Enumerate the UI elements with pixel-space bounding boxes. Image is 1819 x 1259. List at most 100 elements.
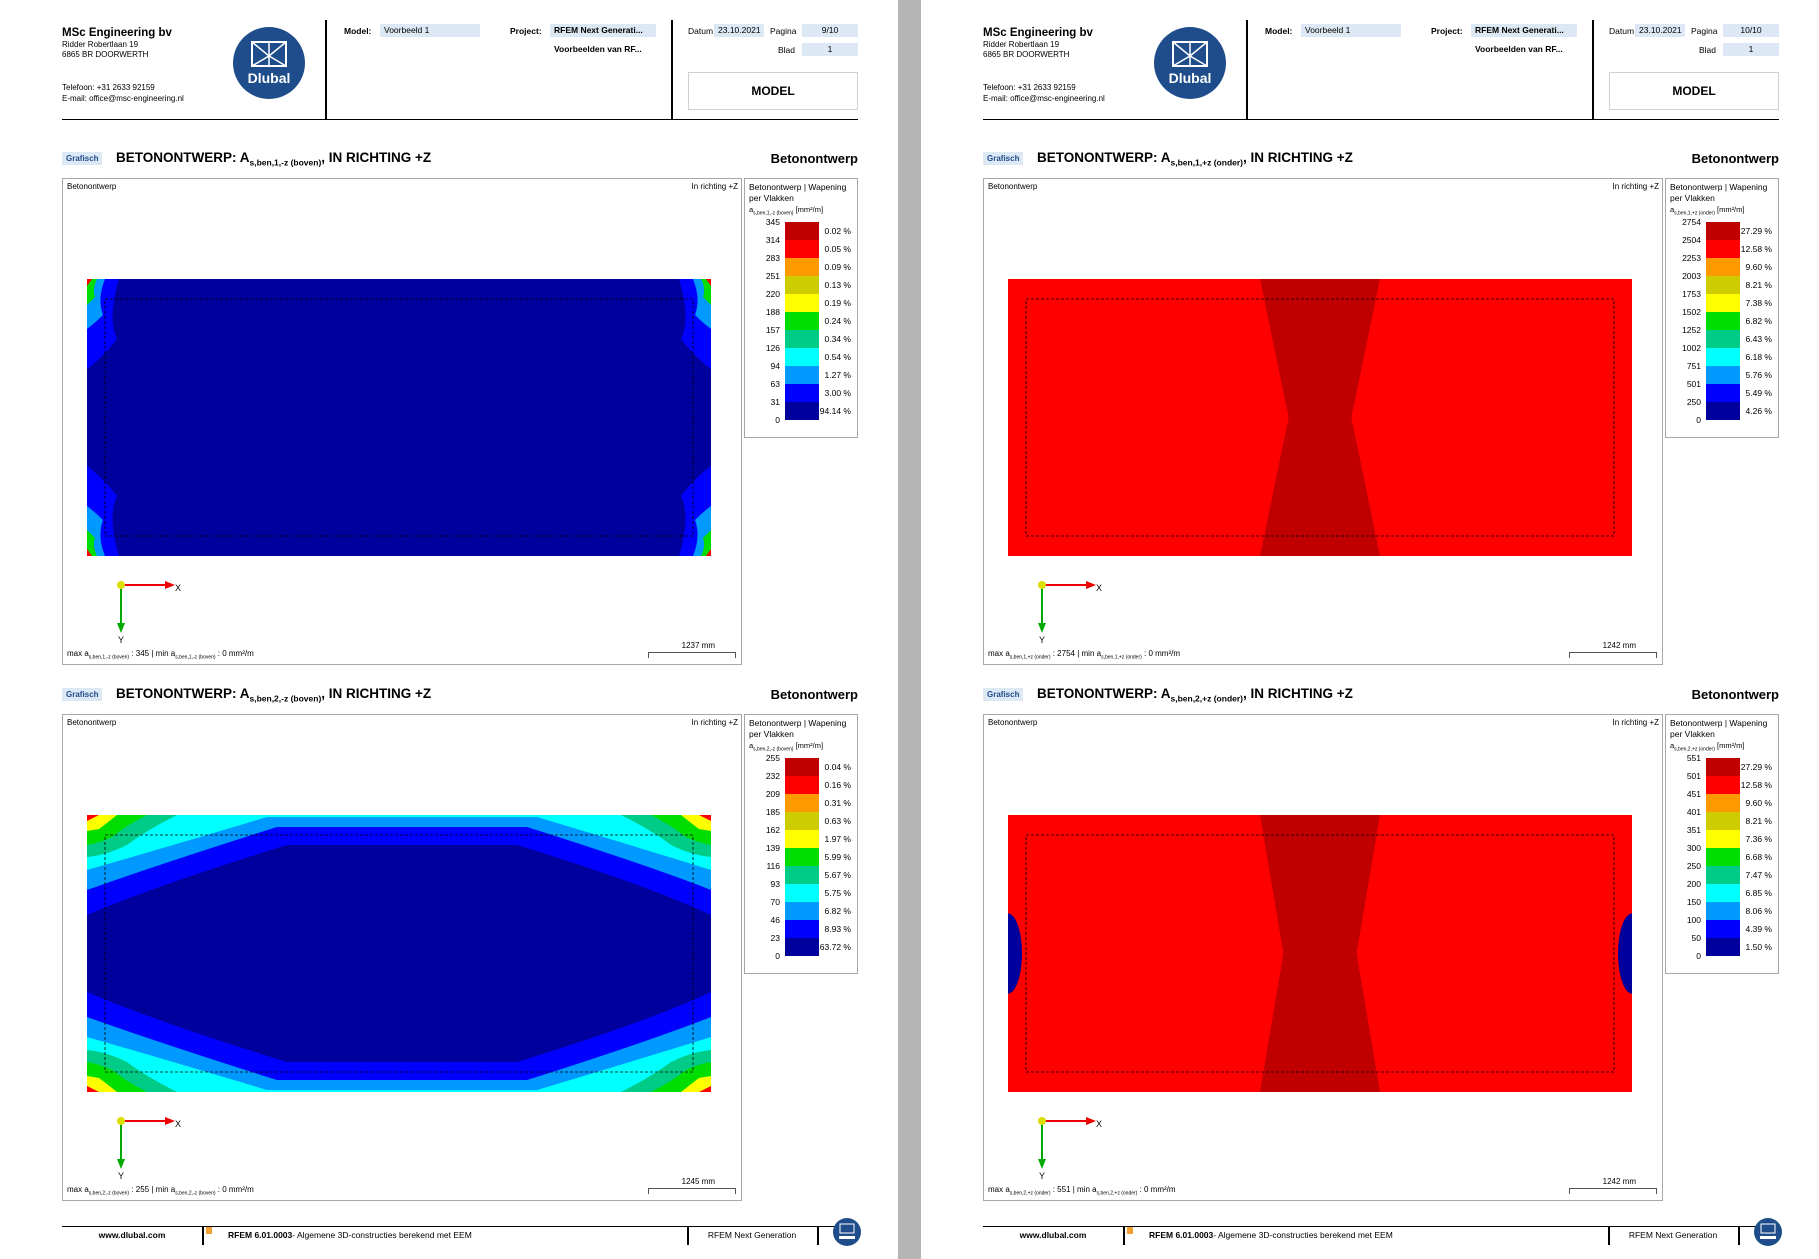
logo-text: Dlubal xyxy=(1169,70,1212,86)
legend-value: 63 xyxy=(770,378,780,389)
footer-url[interactable]: www.dlubal.com xyxy=(98,1230,166,1240)
section-category: Betonontwerp xyxy=(1691,151,1779,166)
legend-swatch xyxy=(1706,311,1740,330)
legend-percent: 6.82 % xyxy=(824,905,851,916)
page-header: MSc Engineering bv Ridder Robertlaan 19 … xyxy=(983,20,1779,120)
legend-value: 94 xyxy=(770,360,780,371)
model-title-box: MODEL xyxy=(688,72,858,110)
legend-swatch xyxy=(785,347,819,366)
legend-percent: 3.00 % xyxy=(824,387,851,398)
footer-separator xyxy=(1123,1227,1125,1245)
legend-swatch xyxy=(1706,347,1740,366)
legend-row: 150 8.06 % xyxy=(1670,897,1774,920)
page-footer: www.dlubal.com RFEM 6.01.0003- Algemene … xyxy=(62,1218,861,1246)
footer-separator xyxy=(687,1227,689,1245)
legend-row: 94 1.27 % xyxy=(749,361,853,384)
legend-percent: 7.36 % xyxy=(1745,833,1772,844)
scale-label: 1242 mm xyxy=(1602,641,1636,650)
page-gap xyxy=(898,0,921,1259)
pagina-label: Pagina xyxy=(770,26,797,36)
grafisch-badge: Grafisch xyxy=(62,152,103,165)
legend-row: 1002 6.18 % xyxy=(1670,343,1774,366)
legend-percent: 5.76 % xyxy=(1745,369,1772,380)
page-header: MSc Engineering bv Ridder Robertlaan 19 … xyxy=(62,20,858,120)
legend-percent: 6.43 % xyxy=(1745,333,1772,344)
legend-row: 451 9.60 % xyxy=(1670,789,1774,812)
legend-row: 50 1.50 % xyxy=(1670,933,1774,956)
model-label: Model: xyxy=(1265,26,1293,36)
legend-value: 1502 xyxy=(1682,306,1701,317)
blad-label: Blad xyxy=(1699,45,1717,55)
legend-percent: 27.29 % xyxy=(1740,761,1772,772)
legend-row: 2253 9.60 % xyxy=(1670,253,1774,276)
legend-percent: 0.13 % xyxy=(824,279,851,290)
legend-value: 126 xyxy=(765,342,780,353)
direction-label: In richting +Z xyxy=(691,182,738,191)
axis-indicator xyxy=(1038,581,1096,633)
legend-swatch xyxy=(785,275,819,294)
legend-row: 0 xyxy=(1670,415,1774,434)
footer-marker xyxy=(206,1227,212,1234)
y-axis-label: Y xyxy=(118,1171,125,1181)
legend-swatch xyxy=(1706,883,1740,902)
project-value-2: Voorbeelden van RF... xyxy=(1475,44,1563,54)
legend-percent: 9.60 % xyxy=(1745,797,1772,808)
company-block: MSc Engineering bv Ridder Robertlaan 19 … xyxy=(983,26,1093,60)
legend-swatch xyxy=(785,757,819,776)
project-value-2: Voorbeelden van RF... xyxy=(554,44,642,54)
legend-value: 751 xyxy=(1686,360,1701,371)
legend-row: 2003 8.21 % xyxy=(1670,271,1774,294)
legend-row: 250 7.47 % xyxy=(1670,861,1774,884)
legend-percent: 8.93 % xyxy=(824,923,851,934)
legend-row: 1502 6.82 % xyxy=(1670,307,1774,330)
y-axis-label: Y xyxy=(1039,1171,1046,1181)
legend-value: 100 xyxy=(1686,914,1701,925)
legend-title: Betonontwerp | Wapening per Vlakken xyxy=(1670,182,1768,203)
legend-row: 116 5.67 % xyxy=(749,861,853,884)
company-address1: Ridder Robertlaan 19 xyxy=(62,40,139,49)
legend-row: 345 0.02 % xyxy=(749,217,853,240)
scale-label: 1237 mm xyxy=(681,641,715,650)
legend-swatch xyxy=(1706,811,1740,830)
legend-value: 351 xyxy=(1686,824,1701,835)
legend-value: 2003 xyxy=(1682,270,1701,281)
legend-swatch xyxy=(785,829,819,848)
legend-unit: as,ben,2,-z (boven) [mm²/m] xyxy=(749,741,824,753)
footer-separator xyxy=(202,1227,204,1245)
section-title: BETONONTWERP: As,ben,2,-z (boven), IN RI… xyxy=(116,686,432,704)
company-phone: Telefoon: +31 2633 92159 xyxy=(983,83,1076,92)
project-value-1: RFEM Next Generati... xyxy=(550,24,656,37)
legend-swatch xyxy=(1706,757,1740,776)
legend-value: 314 xyxy=(765,234,780,245)
legend-row: 70 6.82 % xyxy=(749,897,853,920)
legend-value: 2504 xyxy=(1682,234,1701,245)
legend-percent: 5.75 % xyxy=(824,887,851,898)
model-title-box: MODEL xyxy=(1609,72,1779,110)
legend-value: 139 xyxy=(765,842,780,853)
legend-percent: 12.58 % xyxy=(1740,243,1772,254)
legend-swatch xyxy=(785,401,819,420)
scale-label: 1245 mm xyxy=(681,1177,715,1186)
legend-swatch xyxy=(785,901,819,920)
footer-url[interactable]: www.dlubal.com xyxy=(1019,1230,1087,1240)
legend-title: Betonontwerp | Wapening per Vlakken xyxy=(749,718,847,739)
legend-swatch xyxy=(1706,365,1740,384)
legend-swatch xyxy=(1706,901,1740,920)
section-title: BETONONTWERP: As,ben,1,-z (boven), IN RI… xyxy=(116,150,432,168)
direction-label: In richting +Z xyxy=(1612,718,1659,727)
legend-row: 283 0.09 % xyxy=(749,253,853,276)
member-outline xyxy=(1025,834,1615,1073)
legend-value: 50 xyxy=(1691,932,1701,943)
color-legend: Betonontwerp | Wapening per Vlakken as,b… xyxy=(744,178,858,438)
axis-indicator xyxy=(117,581,175,633)
legend-row: 63 3.00 % xyxy=(749,379,853,402)
legend-percent: 1.27 % xyxy=(824,369,851,380)
footer-separator xyxy=(1738,1227,1740,1245)
legend-percent: 9.60 % xyxy=(1745,261,1772,272)
contour-plot xyxy=(87,815,711,1092)
legend-swatch xyxy=(785,239,819,258)
legend-value: 0 xyxy=(1696,414,1701,425)
direction-label: In richting +Z xyxy=(691,718,738,727)
legend-value: 501 xyxy=(1686,770,1701,781)
contour-band xyxy=(1008,815,1284,1092)
